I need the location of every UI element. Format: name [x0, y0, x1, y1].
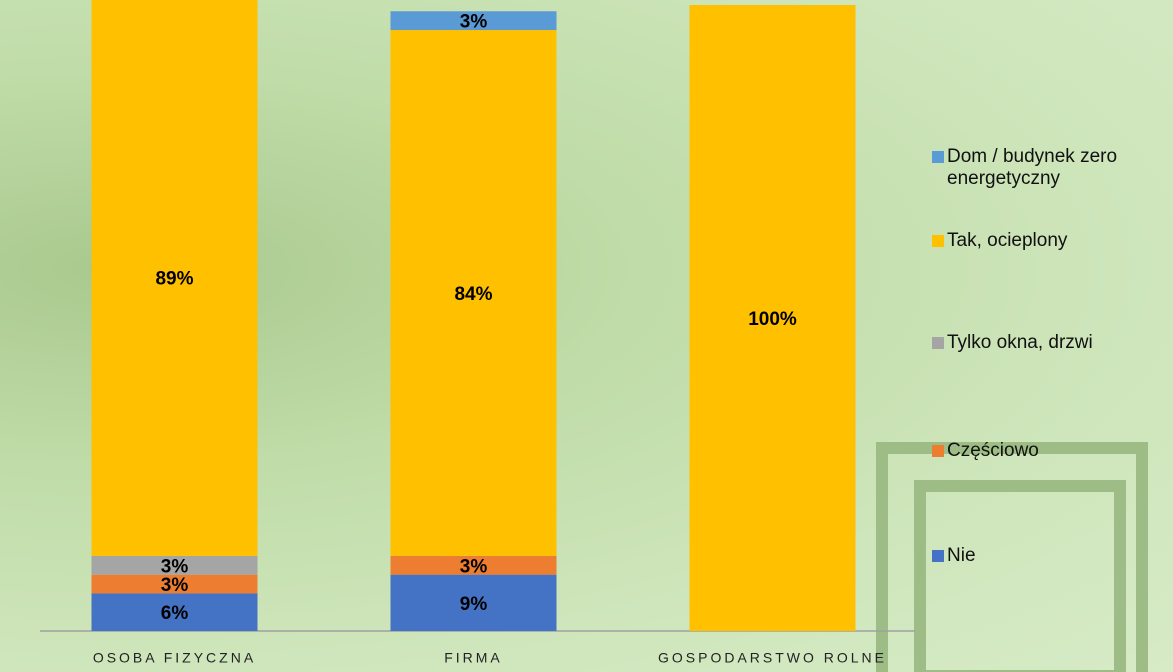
value-label: 89% [155, 268, 193, 289]
legend-item: Tylko okna, drzwi [932, 332, 1172, 354]
value-label: 3% [161, 575, 189, 596]
value-label: 3% [460, 12, 488, 33]
legend-label: Nie [947, 545, 976, 566]
x-tick-label: GOSPODARSTWO ROLNE [658, 650, 887, 666]
legend-label: Dom / budynek zero energetyczny [947, 146, 1118, 189]
legend-swatch [932, 337, 944, 349]
bar-segment [91, 574, 258, 594]
x-tick-label: FIRMA [444, 650, 503, 666]
bar-segment [390, 555, 557, 575]
value-label: 9% [460, 594, 488, 615]
decoration [876, 442, 1148, 672]
bar-segment [91, 555, 258, 575]
legend-item: Częściowo [932, 440, 1172, 462]
legend-swatch [932, 445, 944, 457]
legend-label: Tak, ocieplony [947, 230, 1068, 251]
value-label: 100% [748, 309, 797, 330]
x-tick-label: OSOBA FIZYCZNA [93, 650, 256, 666]
bar-segment [390, 30, 557, 556]
decoration [914, 480, 1126, 672]
legend-swatch [932, 550, 944, 562]
value-label: 84% [454, 284, 492, 305]
legend-item: Tak, ocieplony [932, 230, 1172, 252]
legend-label: Częściowo [947, 440, 1039, 461]
bar-segment [91, 593, 258, 631]
value-label: 6% [161, 603, 189, 624]
legend-label: Tylko okna, drzwi [947, 332, 1093, 353]
legend-item: Nie [932, 545, 1172, 567]
value-label: 3% [161, 556, 189, 577]
bar-segment [390, 574, 557, 631]
bar-segment [91, 0, 258, 556]
legend-item: Dom / budynek zero energetyczny [932, 146, 1172, 190]
bar-segment [390, 11, 557, 31]
legend-swatch [932, 235, 944, 247]
legend-swatch [932, 151, 944, 163]
bar-segment [689, 5, 856, 631]
value-label: 3% [460, 556, 488, 577]
